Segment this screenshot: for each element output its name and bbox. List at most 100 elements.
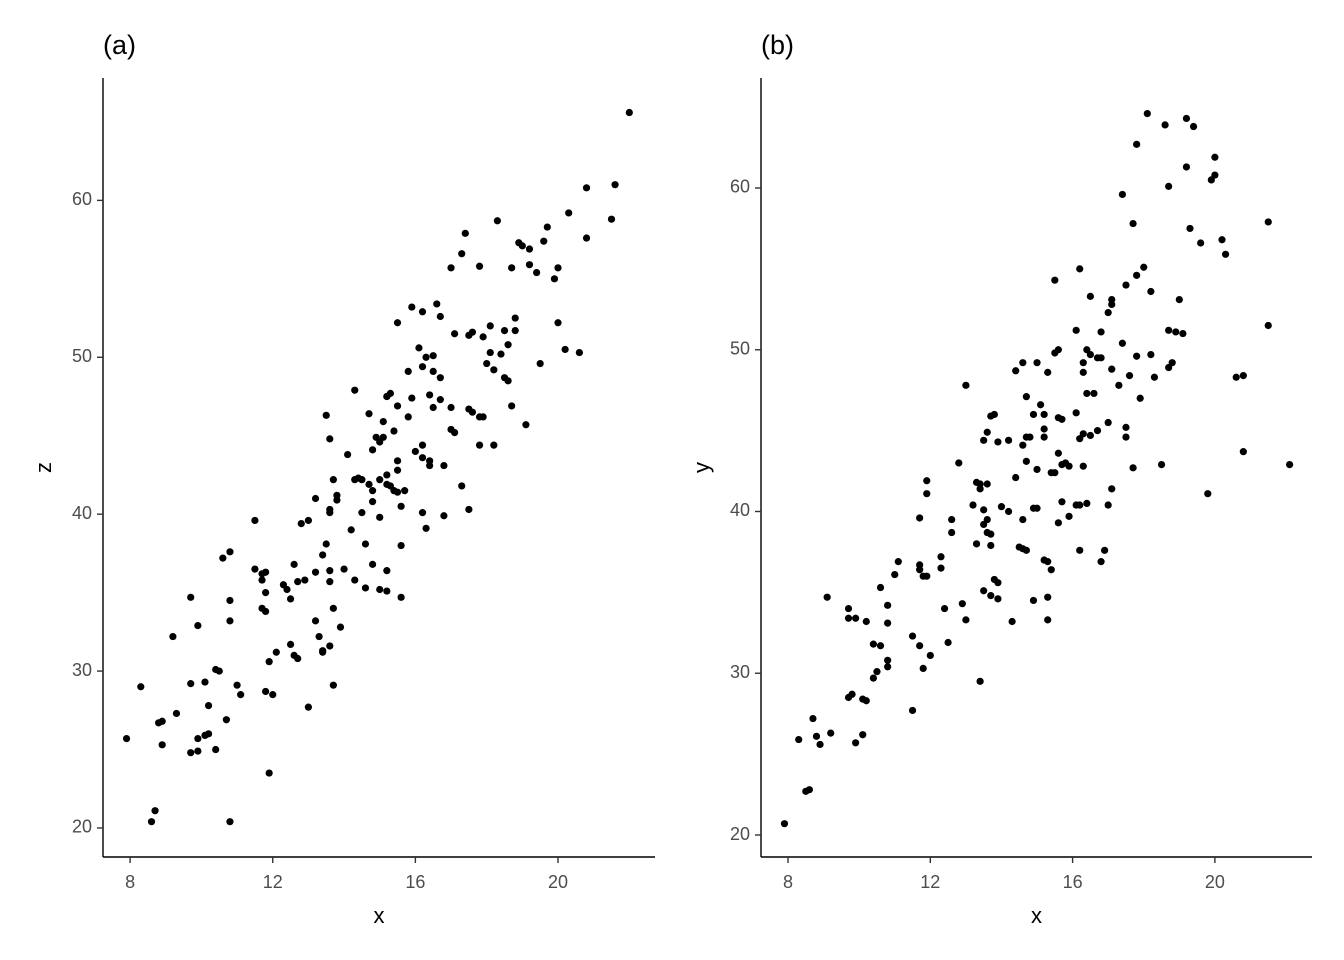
point <box>980 436 988 444</box>
point <box>1008 617 1016 626</box>
point <box>1165 326 1173 334</box>
point <box>433 300 441 308</box>
point <box>1022 393 1030 401</box>
point <box>1065 462 1073 470</box>
point <box>1264 218 1272 226</box>
point <box>852 614 860 622</box>
point <box>379 433 387 441</box>
point <box>1065 512 1073 520</box>
point <box>504 377 512 385</box>
point <box>1029 410 1038 419</box>
point <box>393 457 402 465</box>
point <box>251 565 259 573</box>
point <box>269 691 277 699</box>
point <box>301 576 309 584</box>
point <box>1004 436 1013 444</box>
point <box>1179 329 1187 338</box>
point <box>1143 109 1151 118</box>
point <box>823 593 831 601</box>
point <box>543 223 551 231</box>
point <box>1044 616 1052 624</box>
point <box>137 683 145 691</box>
point <box>365 410 373 418</box>
point <box>1161 121 1169 129</box>
point <box>326 642 334 650</box>
point <box>326 578 334 586</box>
point <box>486 322 494 330</box>
y-tick-label: 50 <box>730 338 750 358</box>
point <box>315 632 323 641</box>
point <box>994 595 1002 603</box>
point <box>397 541 405 550</box>
point <box>272 648 280 656</box>
point <box>1076 501 1084 509</box>
panel-title: (b) <box>761 30 794 60</box>
point <box>368 487 377 495</box>
point <box>1058 415 1066 423</box>
point <box>1054 519 1062 527</box>
point <box>458 250 466 258</box>
point <box>795 735 803 744</box>
point <box>447 264 455 272</box>
point <box>1040 410 1048 419</box>
point <box>1076 265 1084 273</box>
point <box>948 515 956 524</box>
point <box>201 678 209 686</box>
point <box>1211 171 1219 179</box>
point <box>397 502 405 510</box>
point <box>809 714 817 723</box>
point <box>490 366 498 374</box>
point <box>479 413 487 421</box>
point <box>361 540 370 548</box>
point <box>1136 394 1144 402</box>
point <box>955 459 963 467</box>
point <box>1129 464 1137 472</box>
point <box>404 413 412 421</box>
point <box>1182 163 1191 171</box>
point <box>322 411 330 419</box>
point <box>1239 372 1247 380</box>
point <box>358 476 366 484</box>
point <box>894 558 902 566</box>
point <box>226 617 234 625</box>
point <box>940 604 949 613</box>
point <box>508 264 516 272</box>
point <box>311 617 320 625</box>
point <box>1108 300 1116 309</box>
point <box>1104 418 1112 427</box>
y-tick-label: 30 <box>72 660 92 680</box>
point <box>265 769 273 777</box>
point <box>393 319 402 327</box>
point <box>401 487 409 495</box>
point <box>311 568 320 576</box>
point <box>607 215 616 223</box>
point <box>1033 504 1041 512</box>
y-tick-label: 40 <box>730 500 750 520</box>
point <box>554 264 562 272</box>
point <box>550 275 559 283</box>
point <box>916 642 924 650</box>
point <box>958 600 966 608</box>
point <box>290 560 298 568</box>
point <box>1019 359 1027 367</box>
point <box>816 740 824 749</box>
point <box>390 427 398 435</box>
point <box>1101 546 1109 554</box>
point <box>187 749 195 757</box>
point <box>361 584 370 592</box>
point <box>222 716 230 724</box>
point <box>554 319 562 327</box>
point <box>994 438 1002 446</box>
point <box>429 367 437 375</box>
point <box>884 663 892 671</box>
point <box>1036 401 1045 409</box>
point <box>1079 359 1087 367</box>
point <box>780 820 789 828</box>
point <box>990 410 998 419</box>
point <box>987 530 995 538</box>
x-axis-label: x <box>374 903 385 928</box>
point <box>468 408 477 416</box>
point <box>1133 352 1141 360</box>
